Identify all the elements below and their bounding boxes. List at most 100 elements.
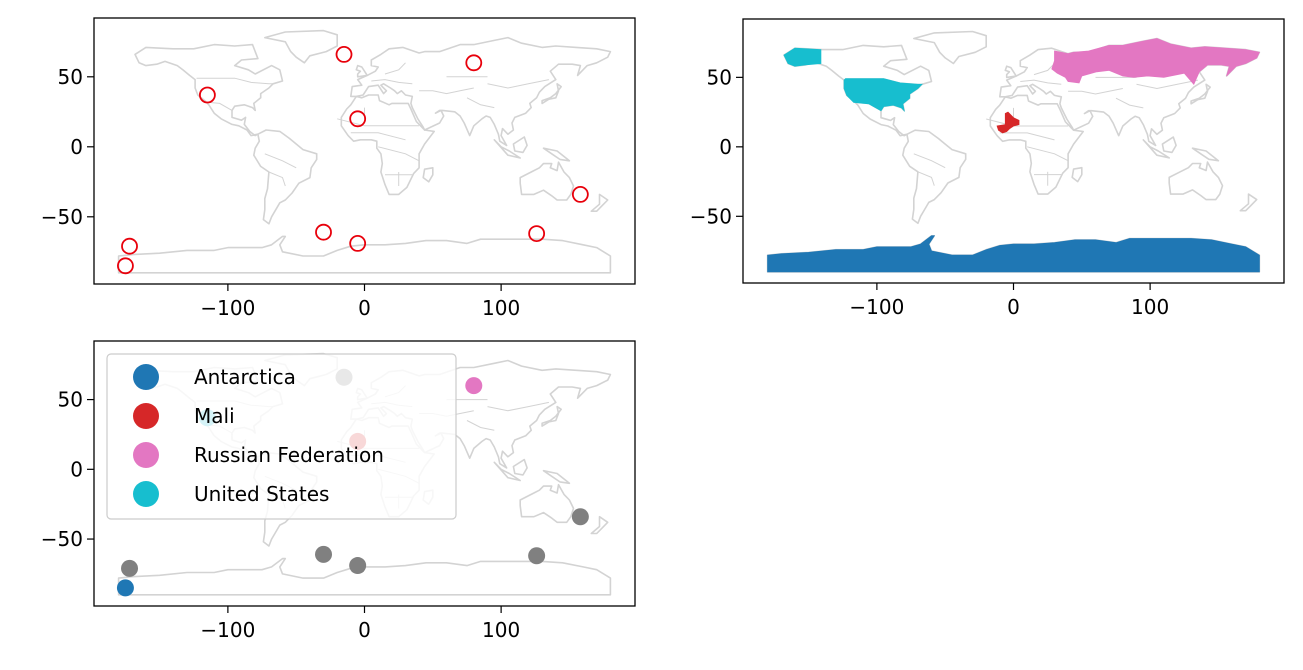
- scatter-point: [571, 508, 589, 526]
- legend-marker: [133, 403, 159, 429]
- country-border: [268, 171, 286, 187]
- country-outline: [519, 483, 575, 524]
- scatter-point: [117, 257, 134, 275]
- panel-2: −100 0 100 −50 0 50: [690, 18, 1285, 319]
- x-tick-label: 100: [1131, 295, 1169, 319]
- country-outline: [493, 139, 522, 159]
- country-outline: [253, 129, 318, 225]
- country-outline: [355, 64, 369, 78]
- country-outline: [590, 515, 609, 535]
- scatter-point: [315, 223, 332, 241]
- country-border: [1027, 146, 1069, 162]
- scatter-point: [315, 545, 333, 563]
- country-outline: [340, 94, 436, 196]
- country-border: [1136, 79, 1199, 90]
- country-outline: [912, 30, 988, 65]
- region-antarctica: [767, 235, 1260, 273]
- y-tick-label: −50: [41, 527, 83, 551]
- country-outline: [590, 193, 609, 212]
- x-tick-label: 100: [482, 296, 520, 320]
- country-outline: [493, 461, 522, 482]
- country-outline: [512, 136, 528, 154]
- country-border: [999, 132, 1055, 141]
- y-tick-label: −50: [41, 205, 83, 229]
- legend-marker: [133, 442, 159, 468]
- scatter-point: [528, 547, 546, 565]
- country-outline: [541, 83, 563, 105]
- country-border: [1115, 97, 1144, 109]
- scatter-point: [116, 579, 134, 597]
- y-tick-label: 50: [707, 65, 732, 89]
- country-border: [1020, 79, 1062, 85]
- country-outline: [512, 458, 528, 476]
- country-border: [419, 87, 474, 95]
- country-border: [466, 420, 495, 431]
- legend: Antarctica Mali Russian Federation United S…: [106, 353, 457, 520]
- scatter-point: [349, 110, 367, 128]
- y-tick-label: 0: [70, 135, 83, 159]
- x-tick-label: −100: [200, 618, 255, 642]
- scatter-point: [465, 54, 483, 72]
- country-outline: [901, 129, 967, 225]
- scatter-point: [121, 237, 138, 255]
- country-outline: [1190, 83, 1211, 105]
- x-tick-label: −100: [200, 296, 255, 320]
- country-border: [1033, 63, 1055, 76]
- country-border: [913, 153, 946, 169]
- country-outline: [541, 405, 563, 427]
- country-outline: [1071, 166, 1083, 183]
- country-border: [487, 79, 550, 89]
- scatter-point: [349, 557, 367, 575]
- scatter-point: [121, 559, 139, 577]
- country-outline: [989, 94, 1084, 195]
- scatter-point: [528, 225, 546, 243]
- country-border: [350, 132, 406, 141]
- country-outline: [542, 469, 571, 485]
- country-outline: [1142, 139, 1170, 159]
- country-border: [196, 77, 273, 85]
- region-mali: [996, 111, 1020, 134]
- legend-marker: [133, 481, 159, 507]
- scatter-point: [465, 377, 483, 395]
- region-united-states: [843, 78, 923, 112]
- country-outline: [1191, 147, 1220, 162]
- scatter-point: [571, 185, 589, 203]
- x-tick-label: 0: [358, 618, 371, 642]
- x-tick-label: −100: [849, 295, 904, 319]
- country-outline: [349, 36, 612, 147]
- country-border: [466, 97, 495, 109]
- legend-box: [106, 353, 457, 520]
- y-tick-label: 0: [70, 457, 83, 481]
- x-tick-label: 100: [482, 618, 520, 642]
- country-outline: [134, 43, 284, 137]
- country-outline: [1161, 136, 1177, 154]
- country-border: [378, 146, 420, 162]
- country-border: [371, 79, 413, 85]
- y-tick-label: 0: [719, 135, 732, 159]
- legend-label: United States: [194, 482, 329, 506]
- country-border: [986, 118, 1069, 127]
- country-outline: [542, 147, 571, 162]
- panel-3: −100 0 100 −50 0 50 Antarctica Mali Russian Fede…: [41, 340, 636, 642]
- country-border: [917, 171, 935, 186]
- panel-1: −100 0 100 −50 0 50: [41, 17, 636, 320]
- country-outline: [422, 167, 434, 183]
- scatter-point: [198, 86, 216, 104]
- y-tick-label: −50: [690, 204, 732, 228]
- country-border: [264, 153, 297, 169]
- scatter-point: [335, 46, 353, 63]
- x-tick-label: 0: [358, 296, 371, 320]
- legend-label: Mali: [194, 404, 235, 428]
- country-outline: [1239, 193, 1258, 212]
- y-tick-label: 50: [58, 388, 83, 412]
- region-united-states-alaska: [783, 47, 822, 67]
- y-tick-label: 50: [58, 65, 83, 89]
- country-outline: [263, 29, 339, 64]
- legend-label: Russian Federation: [194, 443, 384, 467]
- country-outline: [1168, 161, 1224, 201]
- x-tick-label: 0: [1007, 295, 1020, 319]
- region-russian-federation: [1051, 38, 1260, 86]
- country-outline: [1004, 65, 1018, 79]
- scatter-point: [349, 234, 367, 252]
